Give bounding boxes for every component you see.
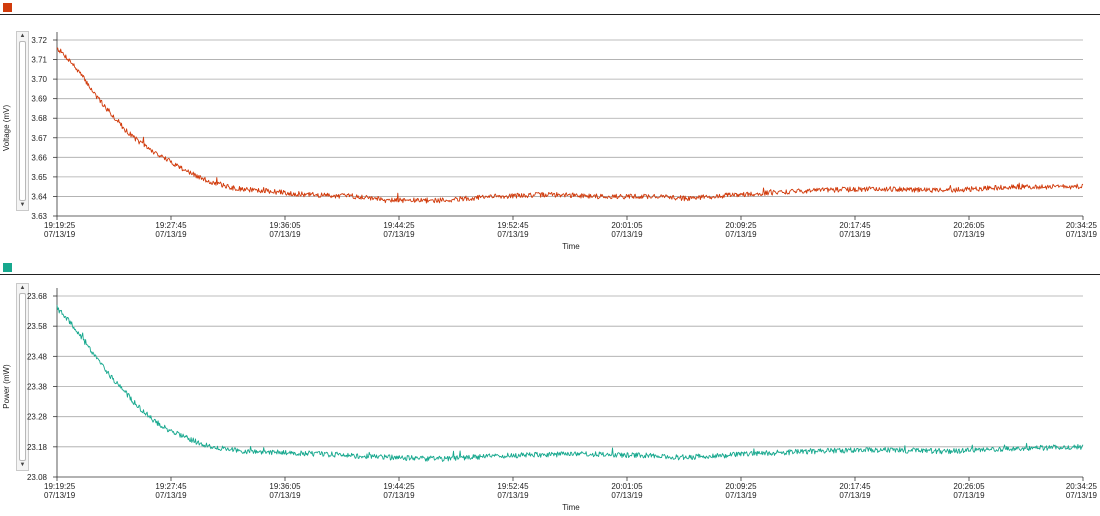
- y-tick-label: 3.67: [31, 134, 47, 143]
- x-tick-date-label: 07/13/19: [383, 491, 415, 500]
- x-tick-time-label: 19:36:05: [269, 482, 301, 491]
- y-tick-label: 3.69: [31, 95, 47, 104]
- y-tick-label: 3.71: [31, 56, 47, 65]
- voltage-chart: 3.72 3.71 3.70 3.69 3.68 3.67 3.66 3.65 3.64 3.63…: [2, 32, 1098, 251]
- x-tick-time-label: 19:27:45: [155, 221, 187, 230]
- x-tick-date-label: 07/13/19: [155, 230, 187, 239]
- y-tick-label: 3.63: [31, 212, 47, 221]
- x-tick-date-label: 07/13/19: [497, 491, 529, 500]
- x-axis-label: Time: [562, 503, 580, 512]
- x-tick-date-label: 07/13/19: [611, 230, 643, 239]
- y-tick-label: 3.70: [31, 75, 47, 84]
- y-tick-label: 23.38: [27, 383, 48, 392]
- x-tick-time-label: 19:36:05: [269, 221, 301, 230]
- x-tick-time-label: 20:09:25: [725, 482, 757, 491]
- x-tick-time-label: 20:34:25: [1066, 482, 1098, 491]
- voltage-y-scrollbar[interactable]: ▲ ▼: [16, 31, 29, 211]
- voltage-legend-swatch[interactable]: [3, 3, 12, 12]
- x-tick-date-label: 07/13/19: [725, 491, 757, 500]
- x-tick-time-label: 19:27:45: [155, 482, 187, 491]
- x-tick-time-label: 19:44:25: [383, 482, 415, 491]
- y-tick-label: 3.64: [31, 192, 47, 201]
- x-tick-date-label: 07/13/19: [1066, 491, 1098, 500]
- x-tick-date-label: 07/13/19: [839, 491, 871, 500]
- x-tick-date-label: 07/13/19: [839, 230, 871, 239]
- x-tick-date-label: 07/13/19: [269, 491, 301, 500]
- scrollbar-thumb[interactable]: [19, 293, 26, 461]
- power-panel-divider: [0, 274, 1100, 275]
- x-tick-date-label: 07/13/19: [725, 230, 757, 239]
- scrollbar-thumb[interactable]: [19, 41, 26, 201]
- x-tick-time-label: 20:26:05: [953, 221, 985, 230]
- x-tick-date-label: 07/13/19: [611, 491, 643, 500]
- y-tick-label: 23.28: [27, 413, 48, 422]
- x-tick-date-label: 07/13/19: [497, 230, 529, 239]
- x-tick-time-label: 19:52:45: [497, 482, 529, 491]
- x-tick-time-label: 20:01:05: [611, 221, 643, 230]
- x-tick-date-label: 07/13/19: [953, 491, 985, 500]
- x-tick-time-label: 19:19:25: [44, 482, 76, 491]
- x-tick-time-label: 20:09:25: [725, 221, 757, 230]
- power-legend-swatch[interactable]: [3, 263, 12, 272]
- y-axis-label: Power (mW): [2, 364, 11, 409]
- scroll-up-arrow-icon[interactable]: ▲: [19, 33, 26, 39]
- y-tick-label: 23.68: [27, 292, 48, 301]
- x-tick-date-label: 07/13/19: [953, 230, 985, 239]
- y-tick-label: 23.08: [27, 473, 48, 482]
- series-line: [56, 47, 1084, 204]
- y-tick-label: 23.48: [27, 352, 48, 361]
- x-tick-time-label: 20:17:45: [839, 221, 871, 230]
- y-tick-label: 23.18: [27, 443, 48, 452]
- x-tick-time-label: 19:44:25: [383, 221, 415, 230]
- x-tick-time-label: 19:19:25: [44, 221, 76, 230]
- series-line: [56, 305, 1084, 462]
- y-tick-label: 3.68: [31, 114, 47, 123]
- y-axis-label: Voltage (mV): [2, 105, 11, 152]
- y-tick-label: 3.66: [31, 153, 47, 162]
- x-tick-time-label: 20:17:45: [839, 482, 871, 491]
- x-tick-date-label: 07/13/19: [155, 491, 187, 500]
- y-tick-label: 3.72: [31, 36, 47, 45]
- x-axis-label: Time: [562, 242, 580, 251]
- voltage-panel-divider: [0, 14, 1100, 15]
- x-tick-date-label: 07/13/19: [44, 491, 76, 500]
- power-chart: 23.68 23.58 23.48 23.38 23.28 23.18 23.08 Power…: [2, 288, 1098, 512]
- x-tick-time-label: 19:52:45: [497, 221, 529, 230]
- power-y-scrollbar[interactable]: ▲ ▼: [16, 283, 29, 471]
- scroll-down-arrow-icon[interactable]: ▼: [19, 202, 26, 208]
- scroll-up-arrow-icon[interactable]: ▲: [19, 285, 26, 291]
- y-tick-label: 3.65: [31, 173, 47, 182]
- x-tick-date-label: 07/13/19: [383, 230, 415, 239]
- x-tick-time-label: 20:26:05: [953, 482, 985, 491]
- y-tick-label: 23.58: [27, 322, 48, 331]
- scroll-down-arrow-icon[interactable]: ▼: [19, 462, 26, 468]
- x-tick-date-label: 07/13/19: [269, 230, 301, 239]
- x-tick-time-label: 20:01:05: [611, 482, 643, 491]
- x-tick-date-label: 07/13/19: [44, 230, 76, 239]
- x-tick-date-label: 07/13/19: [1066, 230, 1098, 239]
- x-tick-time-label: 20:34:25: [1066, 221, 1098, 230]
